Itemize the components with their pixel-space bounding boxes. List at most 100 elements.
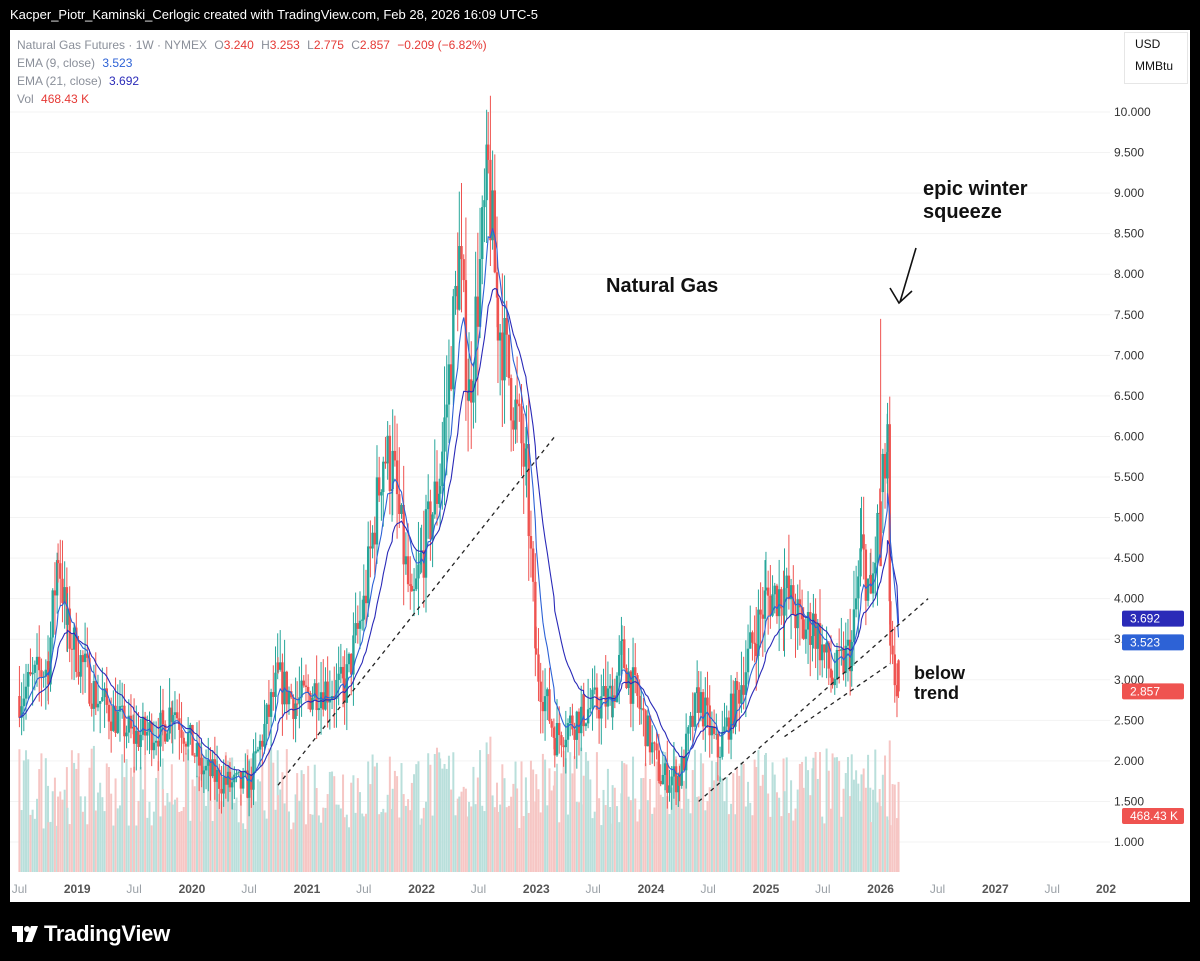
candle-body (218, 769, 221, 789)
candle-body (173, 712, 177, 716)
volume-bar (571, 773, 574, 872)
volume-bar (135, 825, 138, 872)
annotation-natural-gas[interactable]: Natural Gas (606, 275, 718, 297)
volume-bar (320, 822, 323, 872)
candle-body (388, 435, 392, 492)
candle-body (866, 578, 870, 601)
legend-ema21-row[interactable]: EMA (21, close) 3.692 (17, 72, 487, 90)
legend-volume-row[interactable]: Vol 468.43 K (17, 90, 487, 108)
candle-body (75, 627, 78, 672)
candle-body (620, 639, 624, 641)
candle-body (86, 653, 89, 658)
candle-body (20, 706, 23, 718)
annotation-below-line1[interactable]: below (914, 663, 966, 683)
candle-body (608, 685, 612, 689)
volume-bar (600, 825, 603, 872)
x-tick-label: Jul (700, 882, 715, 896)
candle-body (773, 585, 776, 595)
candle-body (860, 534, 863, 549)
volume-bar (664, 752, 667, 872)
candle-body (644, 710, 647, 747)
ema21-label: EMA (21, close) (17, 74, 102, 88)
candle-body (33, 664, 37, 673)
volume-bar (38, 769, 41, 872)
candle-body (883, 453, 887, 479)
volume-bar (881, 774, 884, 872)
candle-body (638, 695, 641, 709)
volume-bar (727, 814, 730, 872)
x-tick-label: 2027 (982, 882, 1009, 896)
volume-bar (814, 752, 817, 872)
volume-label: Vol (17, 92, 34, 106)
high-value: 3.253 (269, 38, 300, 52)
candle-body (666, 763, 669, 793)
volume-bar (445, 768, 448, 872)
annotation-squeeze-line1[interactable]: epic winter (923, 178, 1028, 200)
symbol-label[interactable]: Natural Gas Futures · 1W · NYMEX (17, 38, 208, 52)
candle-body (247, 775, 251, 798)
trendline[interactable] (277, 436, 556, 786)
volume-bar (649, 779, 652, 872)
units-selector[interactable]: USD MMBtu (1124, 32, 1188, 84)
volume-bar (514, 761, 517, 872)
volume-bar (211, 820, 214, 872)
volume-bar (112, 825, 115, 872)
volume-bar (522, 816, 525, 872)
candle-body (175, 712, 179, 719)
legend-ema9-row[interactable]: EMA (9, close) 3.523 (17, 54, 487, 72)
candle-body (582, 694, 585, 727)
candle-body (854, 598, 858, 610)
volume-bar (367, 761, 370, 872)
x-tick-label: 2023 (523, 882, 550, 896)
volume-bar (447, 755, 450, 872)
volume-bar (148, 801, 151, 872)
candle-body (680, 755, 683, 786)
candle-body (835, 649, 839, 680)
candle-body (560, 735, 563, 746)
volume-bar (18, 749, 21, 872)
candle-body (180, 729, 183, 738)
candle-body (859, 548, 862, 577)
volume-bar (277, 795, 280, 872)
candle-body (787, 575, 791, 600)
annotation-below-line2[interactable]: trend (914, 683, 959, 703)
tradingview-logo[interactable]: TradingView (12, 921, 170, 947)
candle-body (445, 404, 448, 418)
candle-body (483, 200, 486, 208)
currency-label[interactable]: USD (1135, 37, 1161, 51)
volume-bar (812, 757, 815, 872)
y-tick-label: 4.000 (1114, 592, 1144, 606)
candle-body (230, 782, 234, 788)
candle-body (891, 645, 894, 655)
trendline[interactable] (784, 663, 891, 738)
candle-body (166, 733, 169, 742)
volume-bar (184, 753, 187, 872)
volume-bar (77, 753, 80, 872)
candle-body (311, 697, 314, 710)
volume-bar (265, 818, 268, 872)
volume-bar (433, 754, 436, 872)
volume-bar (713, 780, 716, 872)
volume-bar (259, 781, 262, 872)
candle-body (727, 717, 731, 740)
y-tick-label: 7.000 (1114, 348, 1144, 362)
candle-body (77, 671, 80, 677)
volume-bar (738, 775, 741, 872)
annotation-squeeze-line2[interactable]: squeeze (923, 201, 1002, 223)
svg-text:3.523: 3.523 (1130, 635, 1160, 649)
volume-bar (706, 801, 709, 872)
volume-bar (613, 787, 616, 872)
candle-body (356, 623, 360, 629)
volume-bar (159, 816, 162, 872)
chart-frame[interactable]: 1.0001.5002.0002.5003.0003.5004.0004.500… (10, 30, 1190, 902)
volume-bar (94, 810, 97, 872)
price-chart[interactable]: 1.0001.5002.0002.5003.0003.5004.0004.500… (10, 30, 1190, 902)
candle-body (771, 594, 774, 616)
volume-bar (838, 760, 841, 872)
candle-body (193, 755, 196, 757)
candle-body (352, 635, 355, 675)
volume-bar (715, 762, 718, 872)
volume-bar (324, 807, 327, 872)
unit-label[interactable]: MMBtu (1135, 59, 1174, 73)
trendline[interactable] (698, 598, 929, 802)
